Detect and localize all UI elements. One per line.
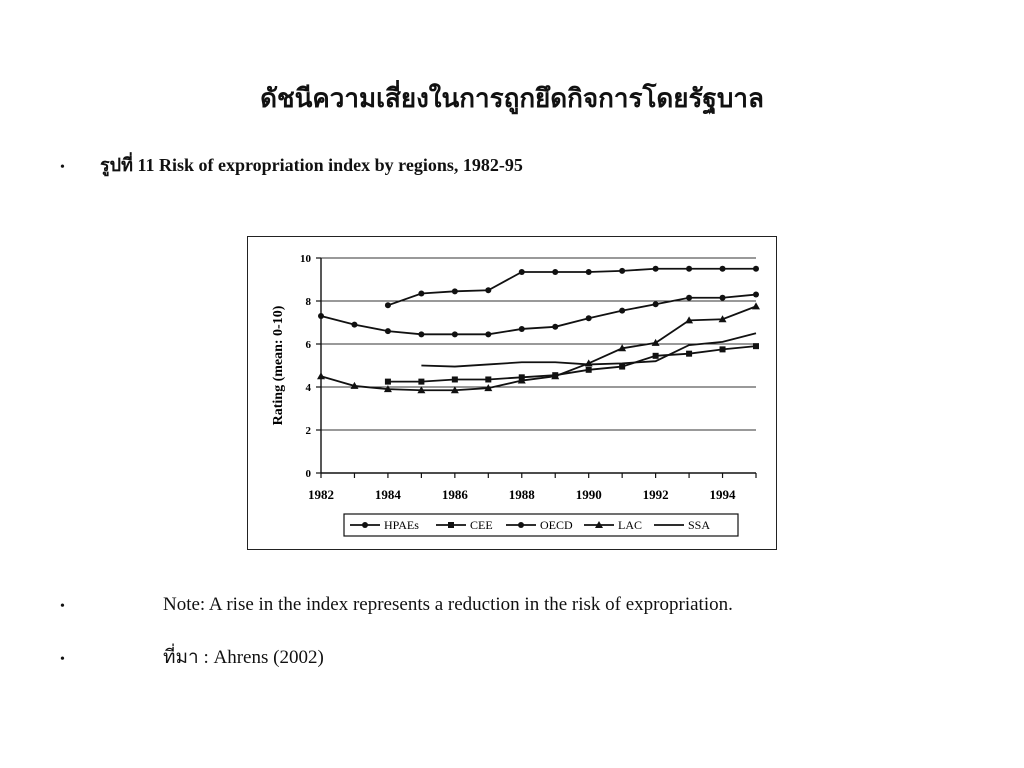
legend-label-cee: CEE <box>470 518 493 532</box>
y-tick-label: 8 <box>306 296 312 308</box>
data-point-lac <box>417 386 426 394</box>
data-point-oecd <box>686 294 693 301</box>
figure-caption: รูปที่ 11 Risk of expropriation index by… <box>100 155 523 175</box>
data-point-lac <box>517 376 526 384</box>
y-tick-label: 0 <box>306 468 312 480</box>
note-text: Note: A rise in the index represents a r… <box>163 594 733 615</box>
x-tick-label: 1988 <box>509 487 536 502</box>
expropriation-risk-chart: 0 2 4 6 8 10 1982 1984 1986 1988 1990 1992 1994 Ratin… <box>271 253 760 537</box>
series-line-oecd <box>320 293 757 336</box>
data-point-hpaes <box>719 265 726 272</box>
y-axis-label: Rating (mean: 0-10) <box>271 305 286 425</box>
legend-label-oecd: OECD <box>540 518 573 532</box>
x-tick-label: 1994 <box>710 487 737 502</box>
source-row: • ที่มา : Ahrens (2002) <box>60 642 324 672</box>
bullet: • <box>60 160 65 175</box>
y-tick-label: 6 <box>306 339 312 351</box>
data-point-hpaes <box>686 265 693 272</box>
legend-label-hpaes: HPAEs <box>384 518 419 532</box>
data-point-cee <box>753 343 759 350</box>
data-point-lac <box>350 381 359 389</box>
data-point-oecd <box>518 325 525 332</box>
data-point-cee <box>384 378 391 385</box>
data-point-hpaes <box>585 268 592 275</box>
data-point-hpaes <box>652 265 659 272</box>
chart-frame: 0 2 4 6 8 10 1982 1984 1986 1988 1990 1992 1994 Ratin… <box>247 236 777 550</box>
legend-label-lac: LAC <box>618 518 642 532</box>
source-text: ที่มา : Ahrens (2002) <box>163 647 324 668</box>
data-point-hpaes <box>451 288 458 295</box>
series-line-lac <box>320 305 757 392</box>
data-point-oecd <box>318 313 324 320</box>
data-point-oecd <box>418 331 425 338</box>
data-point-lac <box>383 385 392 393</box>
data-point-hpaes <box>552 268 559 275</box>
y-tick-label: 10 <box>300 253 312 265</box>
x-tick-label: 1986 <box>442 487 469 502</box>
data-point-oecd <box>652 301 659 308</box>
data-point-cee <box>719 346 726 353</box>
data-point-cee <box>652 352 659 359</box>
data-point-oecd <box>753 291 759 298</box>
data-point-cee <box>619 363 626 370</box>
data-point-cee <box>485 376 492 383</box>
data-point-oecd <box>585 315 592 322</box>
data-point-lac <box>651 338 660 346</box>
legend-marker-oecd <box>518 522 524 528</box>
bullet: • <box>60 652 65 667</box>
data-point-lac <box>450 386 459 394</box>
data-point-cee <box>585 366 592 373</box>
series-line-cee <box>387 345 757 383</box>
data-point-lac <box>618 344 627 352</box>
data-point-lac <box>718 315 727 323</box>
data-point-oecd <box>351 321 358 328</box>
bullet: • <box>60 599 65 614</box>
series-line-ssa <box>421 332 757 368</box>
data-point-hpaes <box>753 265 759 272</box>
x-tick-label: 1992 <box>643 487 669 502</box>
legend-marker-cee <box>448 522 454 528</box>
data-point-oecd <box>451 331 458 338</box>
data-point-lac <box>317 372 325 380</box>
data-point-lac <box>551 372 560 380</box>
x-tick-label: 1990 <box>576 487 602 502</box>
data-point-oecd <box>619 307 626 314</box>
data-point-lac <box>752 302 760 310</box>
data-point-hpaes <box>619 267 626 274</box>
legend-marker-lac <box>595 521 603 528</box>
legend-marker-hpaes <box>362 522 368 528</box>
x-tick-label: 1984 <box>375 487 402 502</box>
data-point-cee <box>451 376 458 383</box>
data-point-oecd <box>719 294 726 301</box>
series-line-hpaes <box>387 267 756 307</box>
y-tick-label: 2 <box>306 425 312 437</box>
data-point-oecd <box>485 331 492 338</box>
data-point-cee <box>686 350 693 357</box>
data-point-cee <box>418 378 425 385</box>
figure-caption-row: • รูปที่ 11 Risk of expropriation index … <box>60 150 523 179</box>
slide-title: ดัชนีความเสี่ยงในการถูกยึดกิจการโดยรัฐบา… <box>260 84 764 114</box>
data-point-hpaes <box>485 287 492 294</box>
x-tick-label: 1982 <box>308 487 334 502</box>
data-point-hpaes <box>418 290 425 297</box>
note-row: • Note: A rise in the index represents a… <box>60 594 733 616</box>
y-tick-label: 4 <box>306 382 312 394</box>
data-point-lac <box>484 384 493 392</box>
data-point-oecd <box>552 323 559 330</box>
legend-box <box>343 513 739 537</box>
data-point-lac <box>685 316 694 324</box>
data-point-hpaes <box>518 268 525 275</box>
data-point-oecd <box>384 328 391 335</box>
data-point-hpaes <box>384 302 391 309</box>
legend-label-ssa: SSA <box>688 518 710 532</box>
